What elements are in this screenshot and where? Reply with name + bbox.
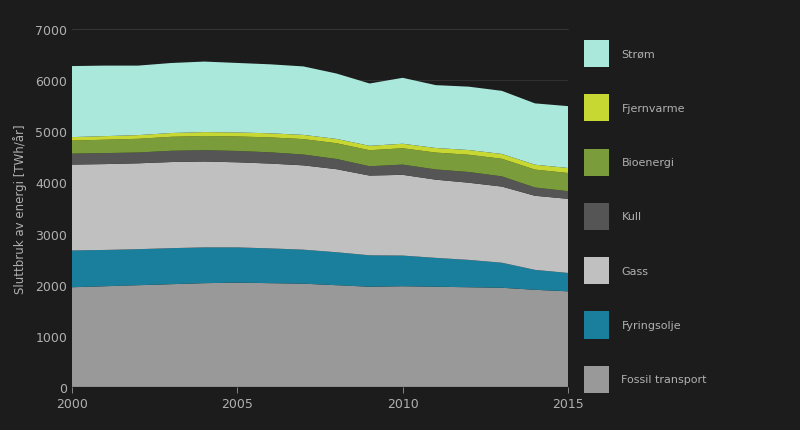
Text: Fossil transport: Fossil transport [622,375,707,384]
Bar [584,312,609,339]
Bar [584,41,609,68]
Text: Gass: Gass [622,266,649,276]
Bar [584,95,609,122]
Text: Strøm: Strøm [622,49,655,59]
Y-axis label: Sluttbruk av energi [TWh/år]: Sluttbruk av energi [TWh/år] [13,124,27,293]
Text: Fyringsolje: Fyringsolje [622,320,681,330]
Bar [584,258,609,285]
Bar [584,366,609,393]
Text: Bioenergi: Bioenergi [622,158,674,168]
Bar [584,149,609,176]
Bar [584,203,609,230]
Text: Fjernvarme: Fjernvarme [622,104,685,114]
Text: Kull: Kull [622,212,642,222]
